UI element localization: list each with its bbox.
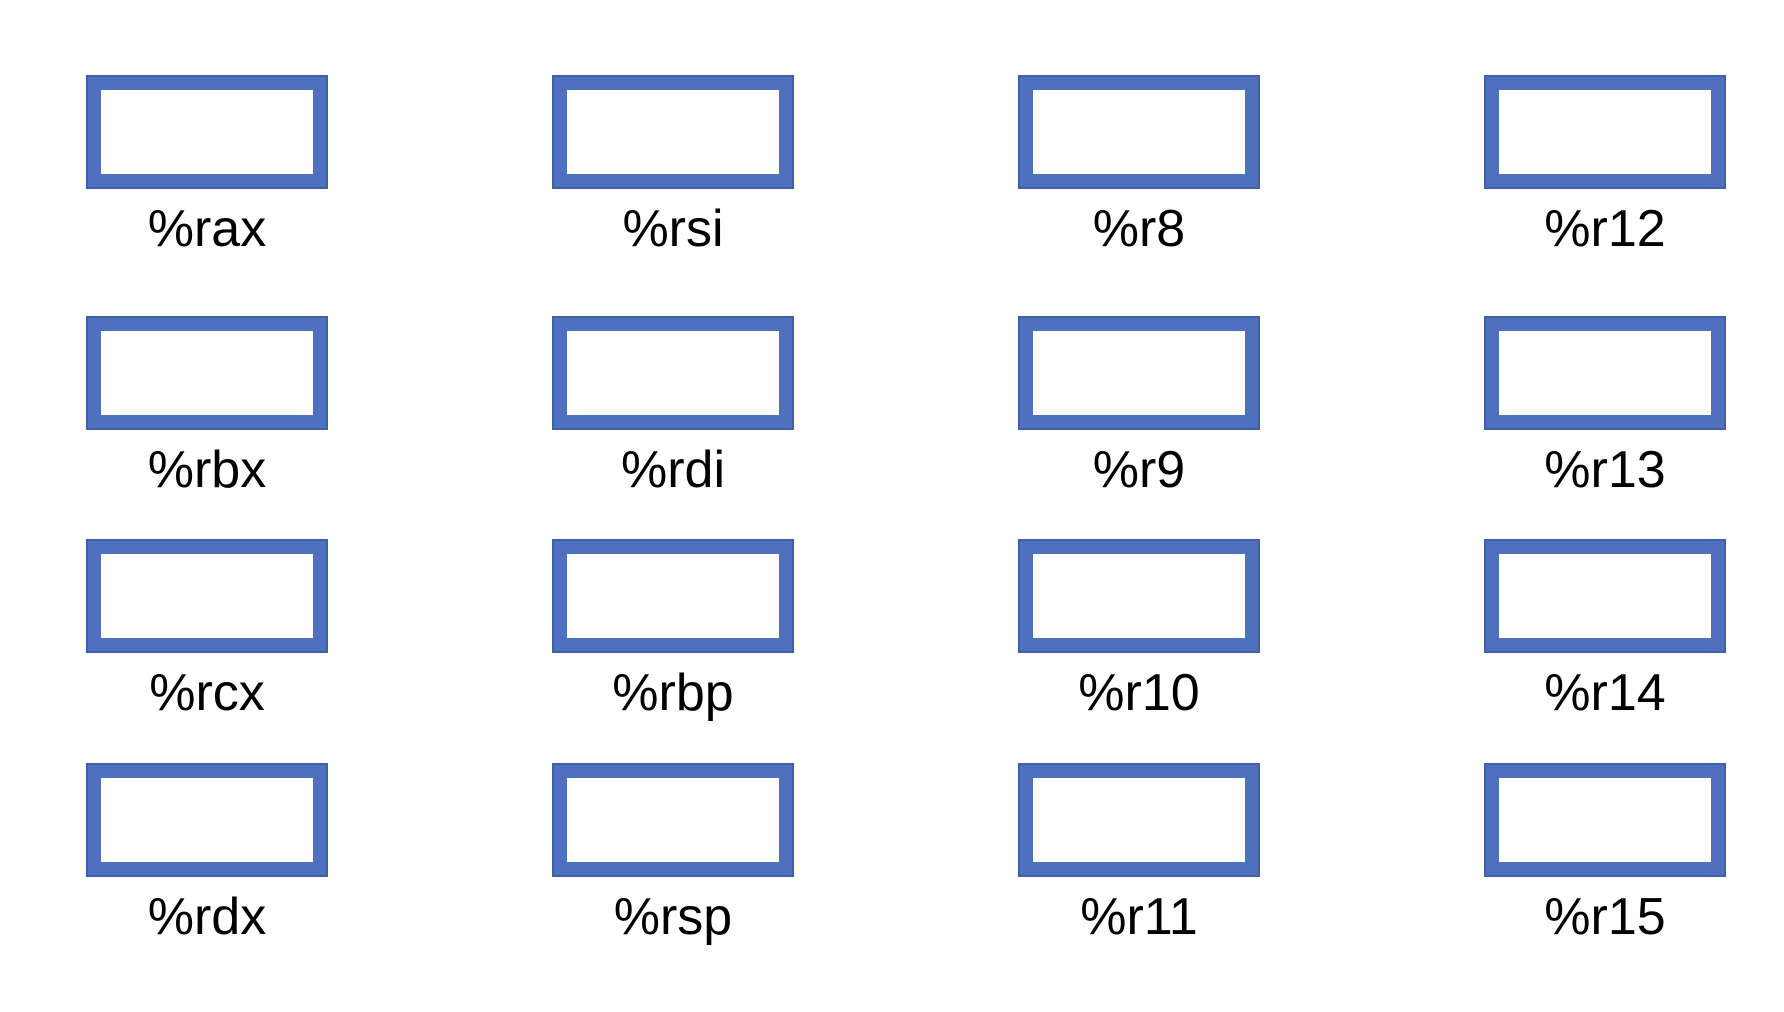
register-label: %rcx [149, 664, 265, 722]
register-r10: %r10 [1018, 539, 1260, 723]
register-box [1484, 75, 1726, 189]
register-rcx: %rcx [86, 539, 328, 723]
register-label: %rbp [612, 664, 734, 722]
register-rsp: %rsp [552, 763, 794, 947]
register-rax: %rax [86, 75, 328, 259]
register-box [1484, 539, 1726, 653]
register-rbx: %rbx [86, 316, 328, 500]
register-rsi: %rsi [552, 75, 794, 259]
register-box [1018, 763, 1260, 877]
register-box [1018, 539, 1260, 653]
register-label: %rsi [622, 200, 724, 258]
register-box [552, 763, 794, 877]
register-label: %r15 [1544, 888, 1666, 946]
register-label: %rax [147, 200, 267, 258]
register-box [1484, 763, 1726, 877]
register-rdi: %rdi [552, 316, 794, 500]
register-label: %r14 [1544, 664, 1666, 722]
register-box [86, 763, 328, 877]
register-label: %r10 [1078, 664, 1200, 722]
register-box [86, 316, 328, 430]
register-rbp: %rbp [552, 539, 794, 723]
register-r14: %r14 [1484, 539, 1726, 723]
register-r13: %r13 [1484, 316, 1726, 500]
register-box [1018, 316, 1260, 430]
register-label: %r9 [1092, 441, 1186, 499]
register-box [86, 75, 328, 189]
register-r12: %r12 [1484, 75, 1726, 259]
register-r11: %r11 [1018, 763, 1260, 947]
register-label: %r13 [1544, 441, 1666, 499]
register-label: %r8 [1092, 200, 1186, 258]
register-rdx: %rdx [86, 763, 328, 947]
register-r9: %r9 [1018, 316, 1260, 500]
register-box [552, 316, 794, 430]
register-label: %rdx [147, 888, 267, 946]
register-label: %rdi [620, 441, 726, 499]
register-label: %r12 [1544, 200, 1666, 258]
register-box [1018, 75, 1260, 189]
register-r15: %r15 [1484, 763, 1726, 947]
register-box [86, 539, 328, 653]
register-label: %rbx [147, 441, 267, 499]
register-label: %rsp [613, 888, 733, 946]
register-label: %r11 [1080, 888, 1198, 946]
register-box [552, 539, 794, 653]
register-box [552, 75, 794, 189]
register-r8: %r8 [1018, 75, 1260, 259]
register-box [1484, 316, 1726, 430]
